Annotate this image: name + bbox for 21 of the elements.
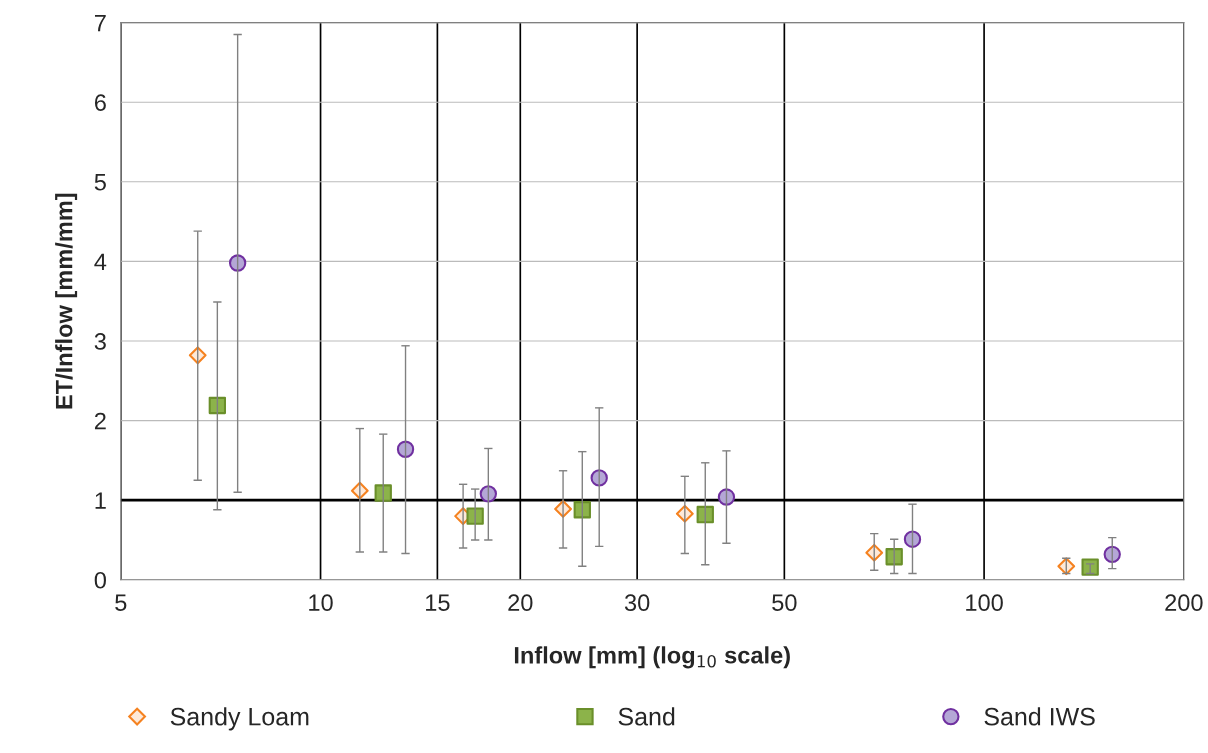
x-tick-label: 10 [309,594,333,612]
x-tick-label: 50 [772,594,797,612]
y-tick-label: 3 [94,333,106,350]
legend-label: Sand [618,707,675,726]
legend-label: Sand IWS [984,707,1095,726]
y-axis-title: ET/Inflow [mm/mm] [55,193,78,409]
x-tick-label: 100 [966,594,1003,612]
x-tick-label: 5 [115,594,127,612]
legend-label: Sandy Loam [170,707,309,731]
y-tick-label: 6 [94,94,106,111]
x-tick-label: 30 [624,594,650,612]
y-tick-label: 2 [94,412,106,430]
x-tick-label: 15 [426,594,450,612]
x-tick-label: 200 [1165,594,1203,612]
y-tick-label: 5 [94,174,106,191]
y-tick-label: 0 [94,571,106,589]
x-axis-title: Inflow [mm] (log$_{10}$ scale) [514,646,790,669]
x-tick-label: 20 [508,594,533,612]
y-tick-label: 1 [95,492,106,509]
y-tick-label: 7 [94,14,106,32]
y-tick-label: 4 [94,253,107,270]
